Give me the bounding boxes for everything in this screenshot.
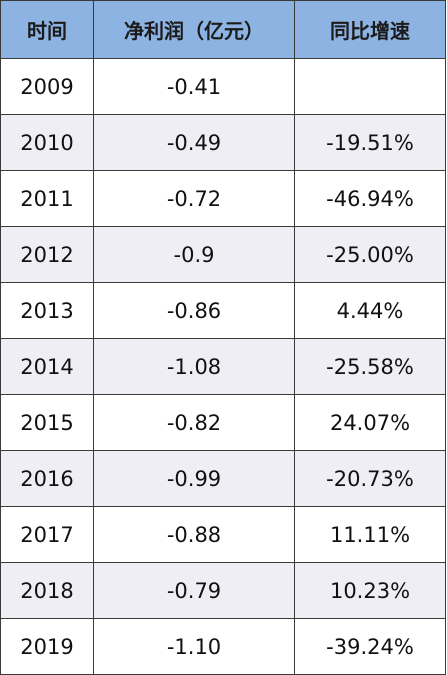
header-yoy-growth: 同比增速: [294, 0, 446, 59]
year-cell: 2011: [0, 170, 94, 227]
table-row: 2015 -0.82 24.07%: [0, 394, 446, 451]
yoy-growth-cell: 24.07%: [294, 394, 446, 451]
yoy-growth-cell: 10.23%: [294, 562, 446, 619]
yoy-growth-cell: -25.58%: [294, 338, 446, 395]
yoy-growth-cell: 4.44%: [294, 282, 446, 339]
yoy-growth-cell: -25.00%: [294, 226, 446, 283]
table-row: 2012 -0.9 -25.00%: [0, 226, 446, 283]
yoy-growth-cell: [294, 58, 446, 115]
year-cell: 2014: [0, 338, 94, 395]
table-row: 2018 -0.79 10.23%: [0, 562, 446, 619]
table-row: 2016 -0.99 -20.73%: [0, 450, 446, 507]
table-row: 2017 -0.88 11.11%: [0, 506, 446, 563]
yoy-growth-cell: -20.73%: [294, 450, 446, 507]
yoy-growth-cell: 11.11%: [294, 506, 446, 563]
yoy-growth-cell: -39.24%: [294, 618, 446, 675]
yoy-growth-cell: -19.51%: [294, 114, 446, 171]
net-profit-cell: -0.82: [93, 394, 295, 451]
table-header: 时间 净利润（亿元） 同比增速: [0, 0, 446, 59]
table-row: 2014 -1.08 -25.58%: [0, 338, 446, 395]
year-cell: 2009: [0, 58, 94, 115]
year-cell: 2015: [0, 394, 94, 451]
net-profit-cell: -0.79: [93, 562, 295, 619]
net-profit-cell: -0.9: [93, 226, 295, 283]
year-cell: 2018: [0, 562, 94, 619]
year-cell: 2017: [0, 506, 94, 563]
table-row: 2011 -0.72 -46.94%: [0, 170, 446, 227]
year-cell: 2012: [0, 226, 94, 283]
year-cell: 2019: [0, 618, 94, 675]
net-profit-cell: -1.10: [93, 618, 295, 675]
table-row: 2010 -0.49 -19.51%: [0, 114, 446, 171]
net-profit-cell: -0.88: [93, 506, 295, 563]
table-row: 2009 -0.41: [0, 58, 446, 115]
net-profit-cell: -0.86: [93, 282, 295, 339]
header-net-profit: 净利润（亿元）: [93, 0, 295, 59]
year-cell: 2016: [0, 450, 94, 507]
header-year: 时间: [0, 0, 94, 59]
net-profit-cell: -0.49: [93, 114, 295, 171]
net-profit-cell: -0.72: [93, 170, 295, 227]
year-cell: 2013: [0, 282, 94, 339]
net-profit-cell: -0.41: [93, 58, 295, 115]
table-row: 2013 -0.86 4.44%: [0, 282, 446, 339]
yoy-growth-cell: -46.94%: [294, 170, 446, 227]
net-profit-cell: -0.99: [93, 450, 295, 507]
table-body: 2009 -0.41 2010 -0.49 -19.51% 2011 -0.72 -46.94…: [0, 58, 446, 675]
table-row: 2019 -1.10 -39.24%: [0, 618, 446, 675]
header-row: 时间 净利润（亿元） 同比增速: [0, 0, 446, 59]
net-profit-cell: -1.08: [93, 338, 295, 395]
year-cell: 2010: [0, 114, 94, 171]
